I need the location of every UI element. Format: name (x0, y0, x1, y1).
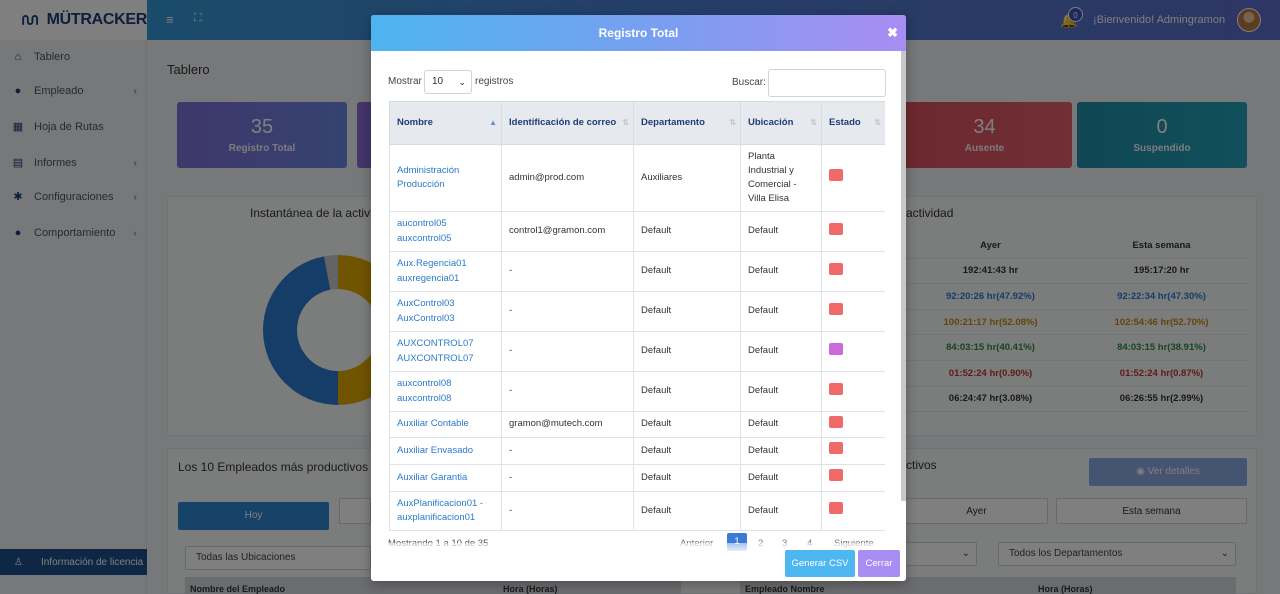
status-badge (829, 469, 843, 482)
chevron-down-icon: ⌄ (458, 77, 466, 87)
department-cell: Default (633, 291, 741, 332)
employee-name-link[interactable]: aucontrol05 auxcontrol05 (389, 211, 502, 252)
status-cell (821, 437, 885, 465)
department-cell: Default (633, 331, 741, 372)
records-table-wrapper: Nombre ▲ Identificación de correo ⇅ Depart… (389, 101, 885, 544)
table-row: AuxControl03 AuxControl03- Default Default (389, 291, 885, 332)
location-cell: Default (740, 211, 822, 252)
table-row: Auxiliar Contable gramon@mutech.com Defaul… (389, 411, 885, 438)
close-button[interactable]: Cerrar (858, 550, 900, 577)
close-icon[interactable]: ✖ (887, 25, 898, 40)
department-cell: Default (633, 464, 741, 492)
status-badge (829, 169, 843, 182)
page-size-select[interactable]: 10 ⌄ (424, 70, 472, 94)
employee-name-link[interactable]: AUXCONTROL07 AUXCONTROL07 (389, 331, 502, 372)
status-cell (821, 251, 885, 292)
generate-csv-button[interactable]: Generar CSV (785, 550, 855, 577)
location-cell: Default (740, 411, 822, 438)
location-cell: Planta Industrial y Comercial - Villa El… (740, 144, 822, 212)
email-cell: - (501, 437, 634, 465)
email-cell: - (501, 291, 634, 332)
records-label: registros (475, 76, 514, 87)
employee-name-link[interactable]: AuxControl03 AuxControl03 (389, 291, 502, 332)
table-row: Auxiliar Garantia - Default Default (389, 464, 885, 492)
status-badge (829, 415, 843, 428)
employee-name-link[interactable]: auxcontrol08 auxcontrol08 (389, 371, 502, 412)
email-cell: - (501, 331, 634, 372)
status-cell (821, 464, 885, 492)
table-row: AuxPlanificacion01 - auxplanificacion01-… (389, 491, 885, 531)
location-cell: Default (740, 437, 822, 465)
location-cell: Default (740, 331, 822, 372)
email-cell: - (501, 491, 634, 531)
column-header-departamento[interactable]: Departamento ⇅ (633, 101, 741, 145)
status-badge (829, 342, 843, 355)
search-label: Buscar: (732, 77, 766, 88)
column-header-estado[interactable]: Estado ⇅ (821, 101, 885, 145)
search-input[interactable] (768, 69, 886, 97)
email-cell: - (501, 251, 634, 292)
records-table: Nombre ▲ Identificación de correo ⇅ Depart… (389, 101, 885, 531)
status-badge (829, 382, 843, 395)
department-cell: Default (633, 211, 741, 252)
modal-header: Registro Total ✖ (371, 15, 906, 51)
status-badge (829, 222, 843, 235)
department-cell: Auxiliares (633, 144, 741, 212)
status-cell (821, 331, 885, 372)
status-badge (829, 442, 843, 455)
table-row: auxcontrol08 auxcontrol08- Default Default (389, 371, 885, 412)
scrollbar-thumb[interactable] (901, 51, 906, 501)
employee-name-link[interactable]: Aux.Regencia01 auxregencia01 (389, 251, 502, 292)
department-cell: Default (633, 411, 741, 438)
location-cell: Default (740, 371, 822, 412)
column-header-correo[interactable]: Identificación de correo ⇅ (501, 101, 634, 145)
status-cell (821, 411, 885, 438)
status-badge (829, 302, 843, 315)
email-cell: - (501, 464, 634, 492)
sort-icon: ⇅ (810, 118, 817, 127)
department-cell: Default (633, 491, 741, 531)
status-cell (821, 211, 885, 252)
status-badge (829, 262, 843, 275)
table-row: AUXCONTROL07 AUXCONTROL07- Default Default (389, 331, 885, 372)
status-cell (821, 291, 885, 332)
email-cell: admin@prod.com (501, 144, 634, 212)
sort-icon: ⇅ (729, 118, 736, 127)
location-cell: Default (740, 464, 822, 492)
column-header-nombre[interactable]: Nombre ▲ (389, 101, 502, 145)
employee-name-link[interactable]: Administración Producción (389, 144, 502, 212)
sort-icon: ⇅ (874, 118, 881, 127)
status-cell (821, 491, 885, 531)
location-cell: Default (740, 251, 822, 292)
location-cell: Default (740, 491, 822, 531)
employee-name-link[interactable]: AuxPlanificacion01 - auxplanificacion01 (389, 491, 502, 531)
table-row: Administración Producción admin@prod.com A… (389, 144, 885, 212)
status-cell (821, 371, 885, 412)
page-size-label: Mostrar (388, 76, 422, 87)
email-cell: control1@gramon.com (501, 211, 634, 252)
status-cell (821, 144, 885, 212)
table-row: aucontrol05 auxcontrol05 control1@gramon.… (389, 211, 885, 252)
employee-name-link[interactable]: Auxiliar Envasado (389, 437, 502, 465)
modal-title: Registro Total (598, 26, 679, 40)
sort-icon: ⇅ (622, 118, 629, 127)
status-badge (829, 502, 843, 515)
department-cell: Default (633, 251, 741, 292)
column-header-ubicacion[interactable]: Ubicación ⇅ (740, 101, 822, 145)
table-row: Aux.Regencia01 auxregencia01- Default Defa… (389, 251, 885, 292)
employee-name-link[interactable]: Auxiliar Garantia (389, 464, 502, 492)
email-cell: - (501, 371, 634, 412)
sort-asc-icon: ▲ (489, 118, 497, 127)
registro-total-modal: Registro Total ✖ Mostrar 10 ⌄ registros … (371, 15, 906, 581)
department-cell: Default (633, 437, 741, 465)
location-cell: Default (740, 291, 822, 332)
table-row: Auxiliar Envasado - Default Default (389, 437, 885, 465)
department-cell: Default (633, 371, 741, 412)
email-cell: gramon@mutech.com (501, 411, 634, 438)
employee-name-link[interactable]: Auxiliar Contable (389, 411, 502, 438)
